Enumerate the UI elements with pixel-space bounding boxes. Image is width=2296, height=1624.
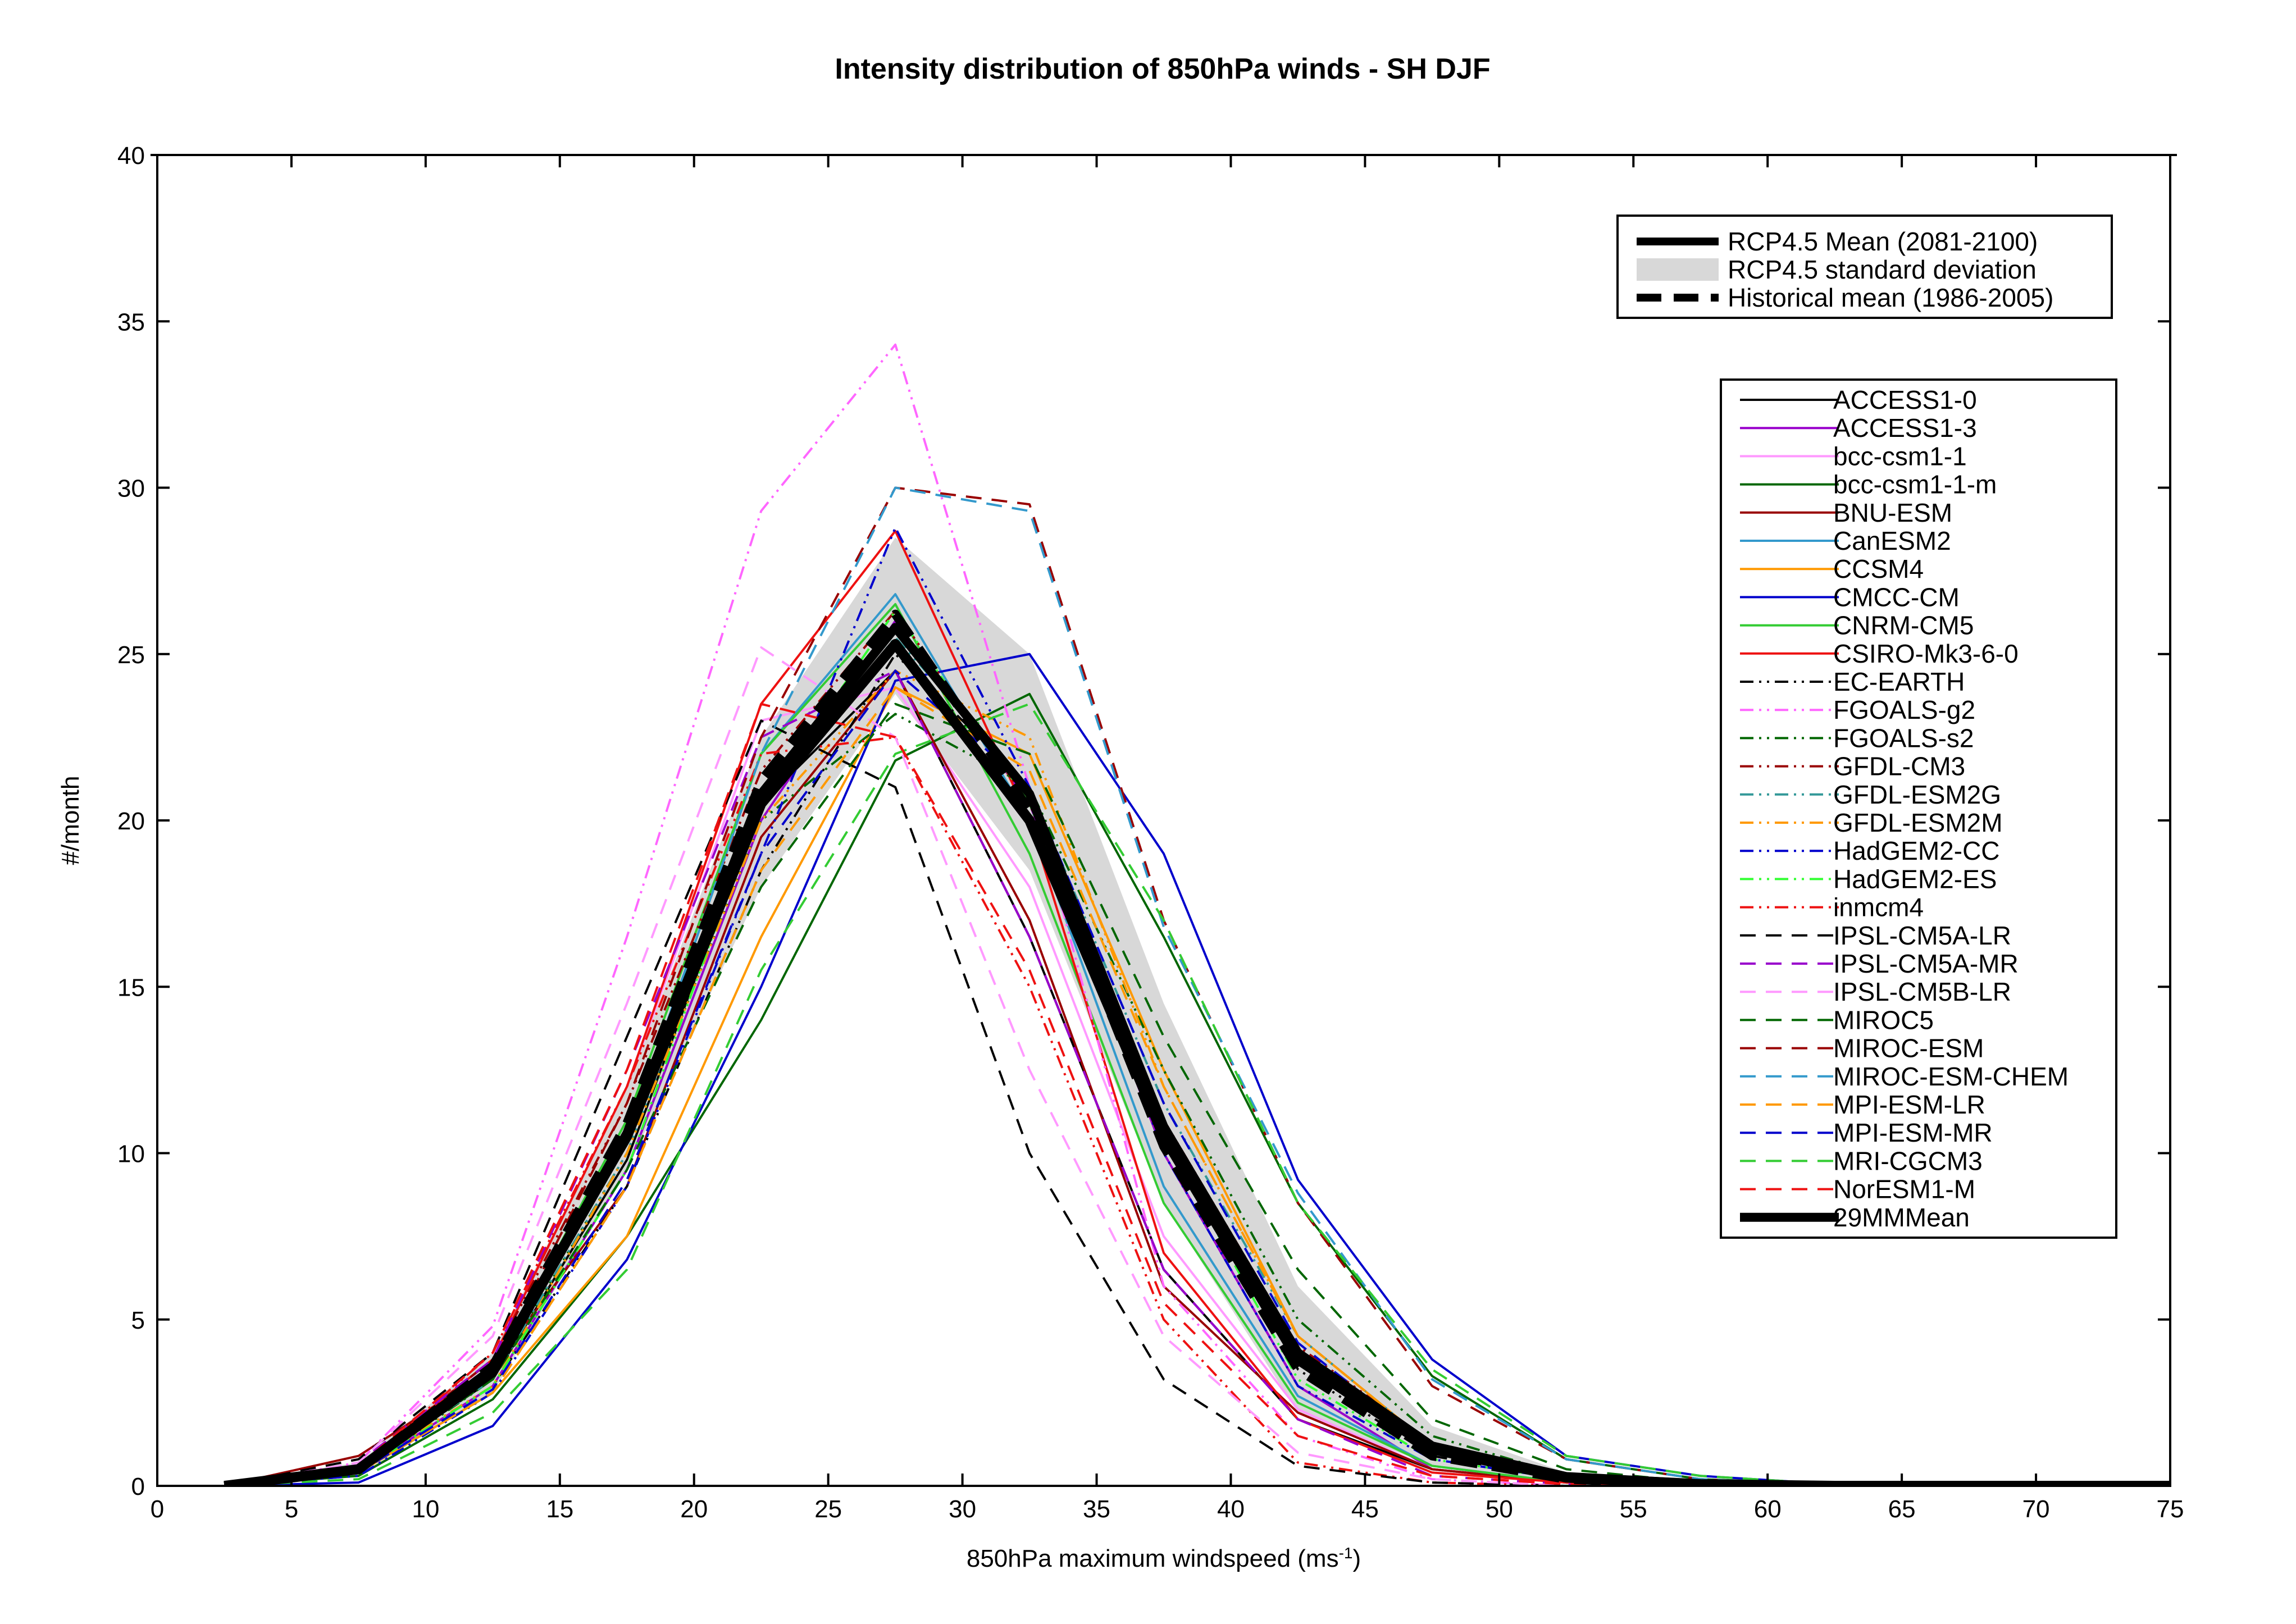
series-line-HadGEM2-ES (224, 609, 2170, 1486)
plot-area (224, 343, 2170, 1486)
x-tick-label: 25 (814, 1495, 842, 1523)
x-tick-label: 40 (1217, 1495, 1245, 1523)
legend-label-CanESM2: CanESM2 (1833, 526, 1951, 555)
x-tick-label: 50 (1486, 1495, 1513, 1523)
legend-label-CNRM-CM5: CNRM-CM5 (1833, 611, 1974, 640)
x-tick-label: 35 (1083, 1495, 1110, 1523)
legend-label-HadGEM2-ES: HadGEM2-ES (1833, 864, 1997, 893)
legend-label-MIROC-ESM-CHEM: MIROC-ESM-CHEM (1833, 1062, 2069, 1091)
legend-models-box (1720, 378, 2117, 1239)
series-line-CCSM4 (224, 686, 2170, 1486)
x-tick-label: 20 (680, 1495, 708, 1523)
series-line-MPI-ESM-MR (224, 669, 2170, 1486)
legend-summary: RCP4.5 Mean (2081-2100)RCP4.5 standard d… (1616, 215, 2113, 319)
x-axis-label: 850hPa maximum windspeed (ms-1) (967, 1544, 1361, 1573)
legend-label-GFDL-ESM2M: GFDL-ESM2M (1833, 808, 2003, 837)
legend-label-HadGEM2-CC: HadGEM2-CC (1833, 836, 2000, 865)
y-tick-label: 25 (117, 641, 145, 669)
series-line-GFDL-ESM2G (224, 636, 2170, 1486)
series-line-IPSL-CM5A-MR (224, 669, 2170, 1486)
legend-label-GFDL-CM3: GFDL-CM3 (1833, 752, 1965, 781)
y-tick-label: 10 (117, 1141, 145, 1168)
series-line-MIROC5 (224, 702, 2170, 1486)
legend-label-CMCC-CM: CMCC-CM (1833, 582, 1960, 612)
x-tick-label: 55 (1620, 1495, 1647, 1523)
legend-symbol-band (1637, 258, 1719, 281)
x-axis-label-superscript: -1 (1339, 1544, 1353, 1562)
series-line-GFDL-ESM2M (224, 669, 2170, 1486)
series-line-IPSL-CM5B-LR (224, 646, 2170, 1486)
legend-label-FGOALS-g2: FGOALS-g2 (1833, 695, 1975, 724)
series-line-CSIRO-Mk3-6-0 (224, 530, 2170, 1486)
x-tick-label: 0 (151, 1495, 164, 1523)
legend-label-IPSL-CM5A-LR: IPSL-CM5A-LR (1833, 921, 2011, 950)
legend-label-BNU-ESM: BNU-ESM (1833, 498, 1952, 527)
x-tick-label: 75 (2157, 1495, 2184, 1523)
legend-label-FGOALS-s2: FGOALS-s2 (1833, 723, 1974, 752)
legend-summary-label: RCP4.5 standard deviation (1728, 255, 2037, 284)
series-line-HadGEM2-CC (224, 526, 2170, 1486)
y-tick-label: 20 (117, 808, 145, 835)
x-tick-label: 70 (2022, 1495, 2050, 1523)
legend-label-inmcm4: inmcm4 (1833, 893, 1924, 922)
x-tick-label: 60 (1754, 1495, 1782, 1523)
legend-label-EC-EARTH: EC-EARTH (1833, 667, 1965, 696)
legend-label-IPSL-CM5B-LR: IPSL-CM5B-LR (1833, 977, 2011, 1006)
axis-ticks: 0 5 10 15 20 25 30 35 40 45 50 55 60 65 70 75 0 5 10 15 20 25… (117, 142, 2184, 1523)
legend-models: ACCESS1-0ACCESS1-3bcc-csm1-1bcc-csm1-1-m… (1720, 378, 2117, 1239)
legend-label-MRI-CGCM3: MRI-CGCM3 (1833, 1146, 1983, 1175)
legend-label-MPI-ESM-LR: MPI-ESM-LR (1833, 1090, 1985, 1119)
legend-label-ACCESS1-0: ACCESS1-0 (1833, 385, 1977, 414)
y-tick-label: 35 (117, 308, 145, 336)
series-line-MPI-ESM-LR (224, 686, 2170, 1486)
y-tick-label: 40 (117, 142, 145, 170)
series-line-IPSL-CM5A-LR (224, 719, 2170, 1486)
legend-label-MIROC-ESM: MIROC-ESM (1833, 1034, 1984, 1063)
y-tick-label: 5 (131, 1307, 145, 1334)
legend-label-bcc-csm1-1: bcc-csm1-1 (1833, 441, 1967, 471)
legend-label-bcc-csm1-1-m: bcc-csm1-1-m (1833, 470, 1997, 499)
historical-mean-line (224, 609, 2170, 1486)
legend-label-ACCESS1-3: ACCESS1-3 (1833, 413, 1977, 443)
y-tick-label: 0 (131, 1473, 145, 1500)
y-tick-label: 30 (117, 475, 145, 503)
y-tick-label: 15 (117, 974, 145, 1001)
x-tick-label: 15 (546, 1495, 573, 1523)
legend-summary-label: Historical mean (1986-2005) (1728, 283, 2053, 312)
legend-label-IPSL-CM5A-MR: IPSL-CM5A-MR (1833, 949, 2019, 978)
series-line-NorESM1-M (224, 702, 2170, 1486)
legend-label-CCSM4: CCSM4 (1833, 554, 1924, 583)
x-tick-label: 65 (1888, 1495, 1916, 1523)
x-tick-label: 10 (412, 1495, 439, 1523)
legend-summary-label: RCP4.5 Mean (2081-2100) (1728, 227, 2038, 256)
x-tick-label: 30 (949, 1495, 976, 1523)
series-line-inmcm4 (224, 736, 2170, 1486)
chart-title: Intensity distribution of 850hPa winds -… (835, 53, 1490, 85)
legend-label-29MMMean: 29MMMean (1833, 1203, 1970, 1232)
y-axis-label: #/month (57, 776, 84, 865)
legend-label-MIROC5: MIROC5 (1833, 1005, 1934, 1034)
legend-label-MPI-ESM-MR: MPI-ESM-MR (1833, 1118, 1993, 1147)
legend-label-NorESM1-M: NorESM1-M (1833, 1175, 1975, 1204)
legend-label-GFDL-ESM2G: GFDL-ESM2G (1833, 780, 2001, 809)
series-line-FGOALS-g2 (224, 343, 2170, 1486)
x-tick-label: 45 (1351, 1495, 1379, 1523)
x-tick-label: 5 (285, 1495, 298, 1523)
legend-label-CSIRO-Mk3-6-0: CSIRO-Mk3-6-0 (1833, 639, 2019, 668)
